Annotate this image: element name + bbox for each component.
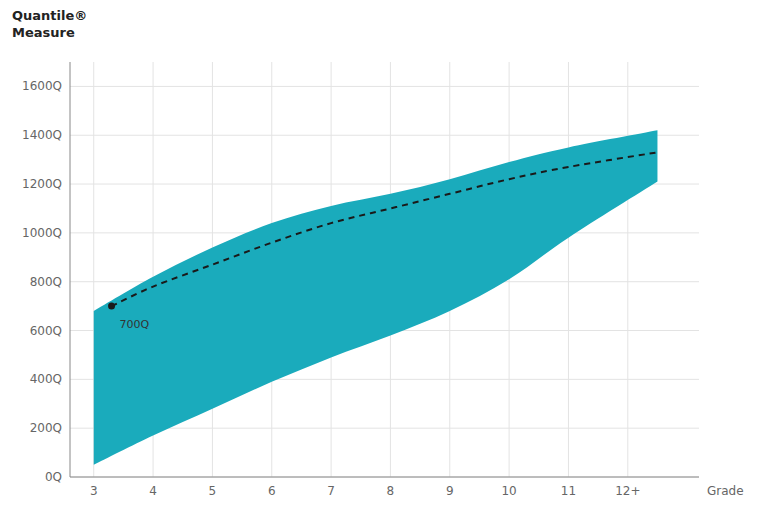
- x-tick-label: 8: [387, 484, 395, 498]
- y-tick-label: 1600Q: [22, 79, 62, 93]
- x-tick-label: 10: [501, 484, 516, 498]
- x-tick-label: 3: [90, 484, 98, 498]
- band: [94, 130, 658, 464]
- x-tick-label: 9: [446, 484, 454, 498]
- x-tick-label: 5: [209, 484, 217, 498]
- y-tick-label: 1400Q: [22, 128, 62, 142]
- x-tick-label: 6: [268, 484, 276, 498]
- y-tick-label: 600Q: [30, 324, 62, 338]
- x-tick-label: 11: [561, 484, 576, 498]
- y-axis-label: Quantile®Measure: [12, 8, 87, 40]
- plot-area: [94, 130, 658, 464]
- annotation: 700Q: [120, 318, 150, 331]
- x-tick-label: 4: [149, 484, 157, 498]
- y-tick-label: 1200Q: [22, 177, 62, 191]
- annotation-point: [108, 303, 115, 310]
- y-tick-label: 400Q: [30, 372, 62, 386]
- grid: [70, 62, 699, 477]
- x-axis-label: Grade: [707, 484, 744, 498]
- chart: 3 4 5 6 7 8 9 10 11 12+ 0Q 200Q 400Q 600Q 800Q 1000Q 120…: [0, 0, 769, 521]
- grid-line: [70, 86, 699, 87]
- grid-line: [70, 135, 699, 136]
- x-tick-label: 7: [327, 484, 335, 498]
- y-tick-label: 800Q: [30, 275, 62, 289]
- axes: 3 4 5 6 7 8 9 10 11 12+ 0Q 200Q 400Q 600Q 800Q 1000Q 120…: [22, 62, 699, 498]
- x-axis-line: [70, 477, 699, 478]
- grid-line: [70, 477, 699, 478]
- line: [112, 152, 658, 306]
- y-tick-label: 200Q: [30, 421, 62, 435]
- y-tick-label: 1000Q: [22, 226, 62, 240]
- grid-line: [627, 62, 628, 477]
- y-tick-label: 0Q: [45, 470, 62, 484]
- y-axis-line: [70, 62, 71, 477]
- x-tick-label: 12+: [615, 484, 640, 498]
- grid-line: [568, 62, 569, 477]
